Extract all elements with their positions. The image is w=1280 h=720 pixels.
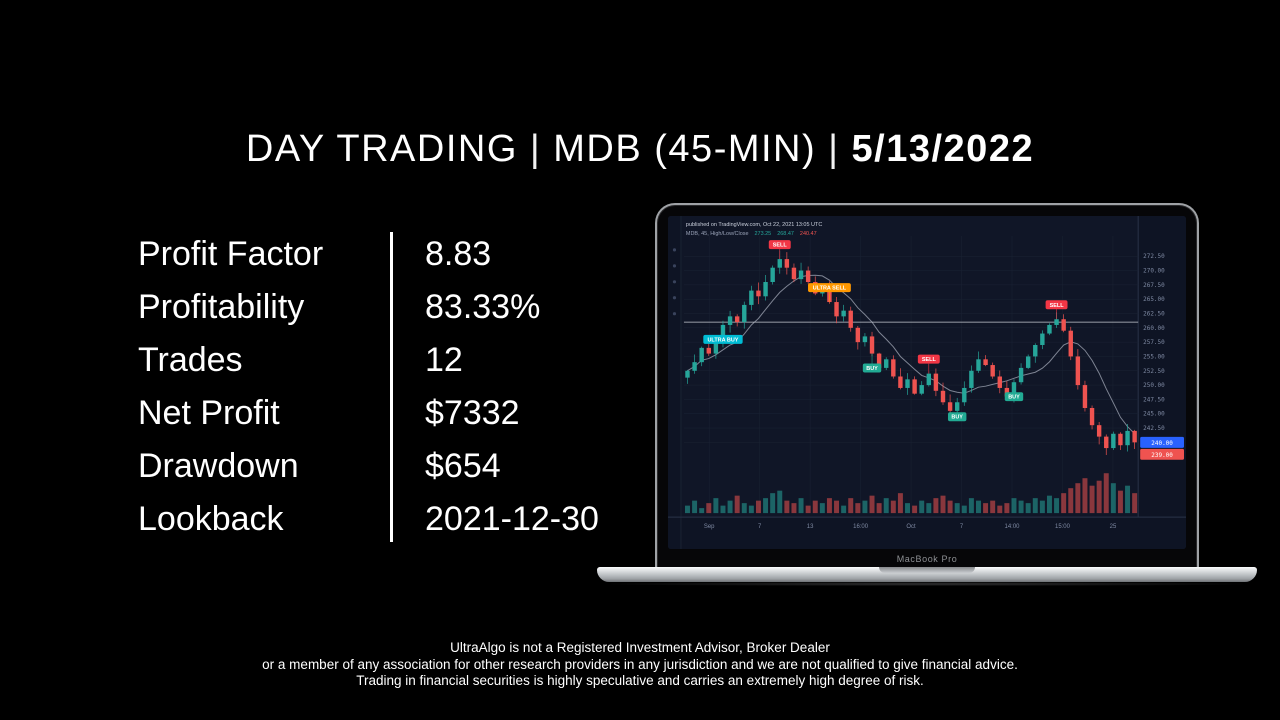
macbook-mockup: 240.00 242.50 245.00 247.50 250.00 252.50 255.… [597,203,1257,595]
stats-value-column: 8.83 83.33% 12 $7332 $654 2021-12-30 [393,228,599,546]
svg-text:BUY: BUY [866,366,878,372]
title-segment-symbol: MDB (45-MIN) [553,128,817,171]
svg-text:SELL: SELL [922,357,937,363]
stat-value-lookback: 2021-12-30 [425,500,599,538]
svg-text:15:00: 15:00 [1055,524,1071,530]
svg-text:16:00: 16:00 [853,524,869,530]
stat-label-lookback: Lookback [138,500,284,538]
svg-text:257.50: 257.50 [1143,339,1165,346]
svg-text:265.00: 265.00 [1143,296,1165,303]
svg-text:SELL: SELL [773,243,788,249]
disclaimer-line: Trading in financial securities is highl… [356,673,924,688]
legal-disclaimer: UltraAlgo is not a Registered Investment… [0,640,1280,690]
svg-text:BUY: BUY [951,415,963,421]
laptop-notch [879,567,975,573]
disclaimer-line: UltraAlgo is not a Registered Investment… [450,640,830,655]
svg-text:ULTRA BUY: ULTRA BUY [707,337,738,343]
svg-text:14:00: 14:00 [1005,524,1021,530]
svg-text:260.00: 260.00 [1143,325,1165,332]
stat-value-profitability: 83.33% [425,288,541,326]
svg-text:262.50: 262.50 [1143,310,1165,317]
svg-text:published on TradingView.com,: published on TradingView.com, Oct 22, 20… [686,222,822,228]
svg-text:239.00: 239.00 [1151,452,1173,459]
svg-text:25: 25 [1110,524,1117,530]
svg-text:13: 13 [807,524,814,530]
title-segment-date: 5/13/2022 [851,128,1035,171]
svg-text:ULTRA SELL: ULTRA SELL [813,286,847,292]
laptop-base [597,567,1257,582]
candlestick-chart-svg: 240.00 242.50 245.00 247.50 250.00 252.50 255.… [668,216,1186,549]
svg-text:7: 7 [960,524,964,530]
svg-text:242.50: 242.50 [1143,425,1165,432]
stat-value-trades: 12 [425,341,463,379]
svg-text:247.50: 247.50 [1143,396,1165,403]
performance-stats: Profit Factor Profitability Trades Net P… [138,228,599,546]
svg-text:7: 7 [758,524,762,530]
svg-text:267.50: 267.50 [1143,282,1165,289]
svg-text:BUY: BUY [1008,395,1020,401]
title-segment-product: DAY TRADING [245,128,518,171]
laptop-base-shadow [611,582,1243,586]
svg-text:SELL: SELL [1050,303,1065,309]
title-divider: | [828,128,840,171]
page-title: DAY TRADING | MDB (45-MIN) | 5/13/2022 [0,128,1280,171]
title-divider: | [529,128,542,171]
stat-label-trades: Trades [138,341,243,379]
svg-text:270.00: 270.00 [1143,268,1165,275]
stat-label-drawdown: Drawdown [138,447,299,485]
stat-value-drawdown: $654 [425,447,501,485]
laptop-screen: 240.00 242.50 245.00 247.50 250.00 252.50 255.… [655,203,1199,569]
stat-label-net-profit: Net Profit [138,394,280,432]
laptop-brand-label: MacBook Pro [896,553,958,564]
stat-value-profit-factor: 8.83 [425,235,492,273]
stat-value-net-profit: $7332 [425,394,520,432]
svg-text:272.50: 272.50 [1143,253,1165,260]
trading-chart-panel: 240.00 242.50 245.00 247.50 250.00 252.50 255.… [668,216,1186,549]
disclaimer-line: or a member of any association for other… [262,656,1018,672]
svg-text:250.00: 250.00 [1143,382,1165,389]
svg-text:Oct: Oct [906,524,916,530]
svg-text:245.00: 245.00 [1143,411,1165,418]
stat-label-profitability: Profitability [138,288,305,326]
stats-divider-line [390,232,393,542]
stats-label-column: Profit Factor Profitability Trades Net P… [138,228,390,546]
svg-text:252.50: 252.50 [1143,368,1165,375]
stat-label-profit-factor: Profit Factor [138,235,324,273]
svg-text:Sep: Sep [704,524,715,530]
svg-text:255.00: 255.00 [1143,353,1165,360]
svg-text:240.00: 240.00 [1151,440,1173,447]
